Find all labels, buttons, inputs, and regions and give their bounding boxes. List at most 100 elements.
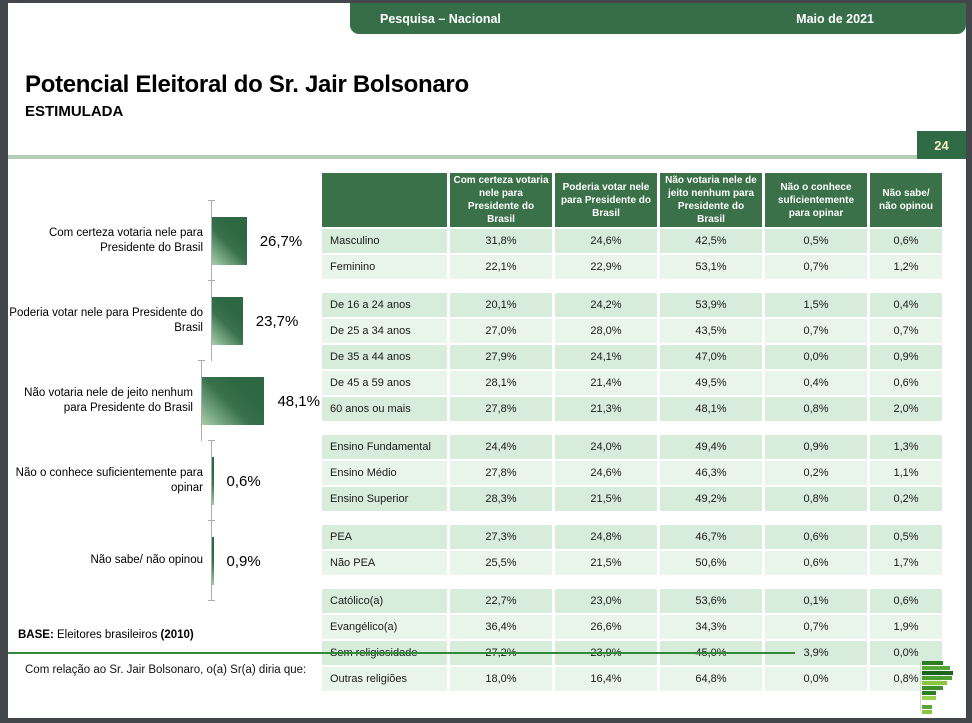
table-header-row: Com certeza votaria nele para Presidente…: [322, 173, 942, 227]
top-banner: Pesquisa – Nacional Maio de 2021: [350, 3, 966, 34]
value-cell: 0,8%: [765, 397, 867, 421]
value-cell: 0,0%: [765, 345, 867, 369]
title-divider: [8, 155, 917, 159]
value-cell: 0,4%: [765, 371, 867, 395]
value-cell: 0,6%: [870, 371, 942, 395]
row-label-cell: De 16 a 24 anos: [322, 293, 447, 317]
banner-survey-label: Pesquisa – Nacional: [380, 11, 501, 26]
slide-page: Pesquisa – Nacional Maio de 2021 Potenci…: [8, 3, 966, 718]
value-cell: 24,0%: [555, 435, 657, 459]
table-row: De 25 a 34 anos 27,0% 28,0% 43,5% 0,7% 0,7%: [322, 319, 942, 343]
value-cell: 24,8%: [555, 525, 657, 549]
bar-value-label: 23,7%: [255, 312, 299, 330]
bar: [212, 457, 214, 505]
table-row: 60 anos ou mais 27,8% 21,3% 48,1% 0,8% 2,0%: [322, 397, 942, 421]
value-cell: 0,7%: [765, 615, 867, 639]
value-cell: 0,9%: [870, 345, 942, 369]
value-cell: 0,6%: [870, 589, 942, 613]
value-cell: 23,0%: [555, 589, 657, 613]
value-cell: 53,9%: [660, 293, 762, 317]
table-row: De 45 a 59 anos 28,1% 21,4% 49,5% 0,4% 0,6%: [322, 371, 942, 395]
chart-row: Não votaria nele de jeito nenhum para Pr…: [8, 360, 320, 441]
value-cell: 24,6%: [555, 461, 657, 485]
group-spacer-row: [322, 281, 942, 291]
results-table: Com certeza votaria nele para Presidente…: [319, 171, 945, 693]
bar-cell: 0,6%: [208, 440, 320, 521]
value-cell: 0,9%: [765, 435, 867, 459]
value-cell: 48,1%: [660, 397, 762, 421]
table-body: Masculino 31,8% 24,6% 42,5% 0,5% 0,6% Feminino…: [322, 229, 942, 691]
value-cell: 1,2%: [870, 255, 942, 279]
value-cell: 0,0%: [765, 667, 867, 691]
bar: [212, 217, 247, 265]
table-header-cell: Não sabe/ não opinou: [870, 173, 942, 227]
logo-bar: [922, 701, 953, 704]
value-cell: 27,8%: [450, 397, 552, 421]
value-cell: 24,1%: [555, 345, 657, 369]
value-cell: 0,7%: [765, 319, 867, 343]
value-cell: 0,8%: [765, 487, 867, 511]
logo-bar: [922, 681, 947, 685]
value-cell: 0,2%: [870, 487, 942, 511]
value-cell: 0,7%: [870, 319, 942, 343]
value-cell: 20,1%: [450, 293, 552, 317]
table-header-cell: Não o conhece suficientemente para opina…: [765, 173, 867, 227]
value-cell: 26,6%: [555, 615, 657, 639]
value-cell: 27,8%: [450, 461, 552, 485]
value-cell: 18,0%: [450, 667, 552, 691]
base-note-label: BASE:: [18, 629, 54, 641]
value-cell: 49,5%: [660, 371, 762, 395]
row-label-cell: De 25 a 34 anos: [322, 319, 447, 343]
chart-row: Com certeza votaria nele para Presidente…: [8, 200, 320, 281]
bar-chart: Com certeza votaria nele para Presidente…: [8, 200, 320, 601]
logo-bar: [922, 686, 943, 690]
logo-bar: [922, 676, 952, 680]
value-cell: 0,5%: [765, 229, 867, 253]
table-row: Outras religiões 18,0% 16,4% 64,8% 0,0% 0,8%: [322, 667, 942, 691]
value-cell: 1,5%: [765, 293, 867, 317]
value-cell: 1,1%: [870, 461, 942, 485]
row-label-cell: Ensino Médio: [322, 461, 447, 485]
group-spacer-cell: [322, 513, 942, 523]
value-cell: 3,9%: [765, 641, 867, 665]
base-note-text: Eleitores brasileiros: [53, 629, 161, 641]
table-header-cell: Não votaria nele de jeito nenhum para Pr…: [660, 173, 762, 227]
value-cell: 2,0%: [870, 397, 942, 421]
table-row: Masculino 31,8% 24,6% 42,5% 0,5% 0,6%: [322, 229, 942, 253]
value-cell: 49,4%: [660, 435, 762, 459]
value-cell: 0,1%: [765, 589, 867, 613]
bar-value-label: 0,6%: [226, 472, 261, 490]
bar-value-label: 0,9%: [226, 552, 261, 570]
page-number-badge: 24: [917, 131, 966, 159]
value-cell: 1,7%: [870, 551, 942, 575]
table-row: Ensino Fundamental 24,4% 24,0% 49,4% 0,9% 1,3…: [322, 435, 942, 459]
group-spacer-cell: [322, 281, 942, 291]
value-cell: 31,8%: [450, 229, 552, 253]
chart-row: Não sabe/ não opinou 0,9%: [8, 520, 320, 601]
footer-divider: [8, 652, 795, 654]
table-row: Evangélico(a) 36,4% 26,6% 34,3% 0,7% 1,9%: [322, 615, 942, 639]
value-cell: 28,0%: [555, 319, 657, 343]
value-cell: 53,6%: [660, 589, 762, 613]
table-header: Com certeza votaria nele para Presidente…: [322, 173, 942, 227]
row-label-cell: Não PEA: [322, 551, 447, 575]
logo-bar: [922, 691, 936, 695]
logo-bar: [922, 696, 936, 700]
row-label-cell: De 45 a 59 anos: [322, 371, 447, 395]
chart-row: Não o conhece suficientemente para opina…: [8, 440, 320, 521]
value-cell: 1,9%: [870, 615, 942, 639]
bar-value-label: 48,1%: [277, 392, 320, 410]
base-note-year: (2010): [160, 629, 194, 641]
value-cell: 24,6%: [555, 229, 657, 253]
table-row: De 35 a 44 anos 27,9% 24,1% 47,0% 0,0% 0,9%: [322, 345, 942, 369]
logo-bar: [922, 671, 953, 675]
row-label-cell: Feminino: [322, 255, 447, 279]
group-spacer-row: [322, 513, 942, 523]
logo-bar: [922, 710, 932, 714]
table-header-cell: Com certeza votaria nele para Presidente…: [450, 173, 552, 227]
row-label-cell: Masculino: [322, 229, 447, 253]
table-row: Ensino Superior 28,3% 21,5% 49,2% 0,8% 0,2%: [322, 487, 942, 511]
value-cell: 47,0%: [660, 345, 762, 369]
value-cell: 22,7%: [450, 589, 552, 613]
